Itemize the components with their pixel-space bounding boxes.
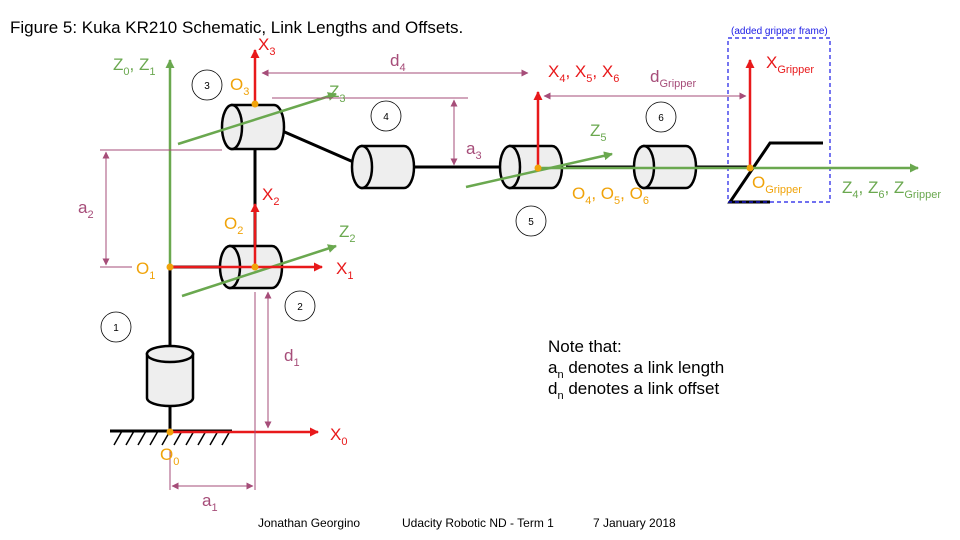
x-axes [170, 49, 755, 437]
origin-o2-dot [251, 263, 259, 271]
label-z4-z6-zgripper: Z4, Z6, ZGripper [842, 178, 941, 201]
note-line-link-length: an denotes a link length [548, 358, 724, 381]
link-joint3-to-joint4 [279, 128, 359, 166]
z3-axis [177, 92, 337, 146]
label-dgripper: dGripper [650, 67, 696, 90]
joint-marker-1: 1 [100, 311, 132, 343]
label-z3: Z3 [329, 82, 346, 105]
joint-number-4: 4 [383, 112, 389, 123]
z-axes [165, 59, 919, 298]
joint-4-cylinder [350, 144, 416, 190]
note-line-link-offset: dn denotes a link offset [548, 379, 719, 402]
label-x1: X1 [336, 259, 353, 282]
frame-labels: Z0, Z1 X3 O3 Z3 d4 X4, X5, X6 dGripper X… [78, 35, 941, 514]
label-d1: d1 [284, 346, 300, 369]
gripper-frame-note: (added gripper frame) [731, 26, 828, 37]
label-o0: O0 [160, 445, 179, 468]
footer: Jonathan Georgino Udacity Robotic ND - T… [258, 516, 676, 530]
origins [166, 100, 754, 436]
label-x3: X3 [258, 35, 275, 58]
joint-number-markers: 1 2 3 4 5 6 [100, 69, 677, 343]
joint-marker-2: 2 [284, 290, 316, 322]
joint-1-cylinder [145, 344, 195, 408]
label-a1: a1 [202, 491, 218, 514]
joint-number-5: 5 [528, 217, 534, 228]
label-a2: a2 [78, 198, 94, 221]
label-o4-o5-o6: O4, O5, O6 [572, 184, 649, 207]
footer-date: 7 January 2018 [593, 516, 676, 530]
figure-title: Figure 5: Kuka KR210 Schematic, Link Len… [10, 18, 463, 37]
joint-marker-5: 5 [515, 205, 547, 237]
footer-author: Jonathan Georgino [258, 516, 360, 530]
joint-number-1: 1 [113, 323, 119, 334]
joint-marker-4: 4 [370, 100, 402, 132]
origin-o456-dot [534, 164, 542, 172]
label-o2: O2 [224, 214, 243, 237]
dimensions [100, 69, 747, 490]
label-x0: X0 [330, 425, 347, 448]
origin-ogripper-dot [746, 164, 754, 172]
note-block: Note that: an denotes a link length dn d… [548, 337, 724, 402]
label-xgripper: XGripper [766, 53, 814, 76]
note-heading: Note that: [548, 337, 622, 356]
label-z0-z1: Z0, Z1 [113, 55, 155, 78]
label-x2: X2 [262, 185, 279, 208]
joint-number-2: 2 [297, 302, 303, 313]
joint-marker-6: 6 [645, 101, 677, 133]
label-d4: d4 [390, 51, 406, 74]
joint-number-6: 6 [658, 113, 664, 124]
joint-number-3: 3 [204, 81, 210, 92]
label-z5: Z5 [590, 121, 607, 144]
label-ogripper: OGripper [752, 173, 802, 196]
label-x4-x5-x6: X4, X5, X6 [548, 62, 619, 85]
label-o1: O1 [136, 259, 155, 282]
label-z2: Z2 [339, 222, 356, 245]
origin-o0-dot [166, 428, 174, 436]
footer-course: Udacity Robotic ND - Term 1 [402, 516, 554, 530]
joint-marker-3: 3 [191, 69, 223, 101]
label-a3: a3 [466, 139, 482, 162]
label-o3: O3 [230, 75, 249, 98]
z2-axis [181, 244, 337, 298]
gripper-frame-box [727, 37, 831, 203]
origin-o3-dot [251, 100, 259, 108]
origin-o1-dot [166, 263, 174, 271]
